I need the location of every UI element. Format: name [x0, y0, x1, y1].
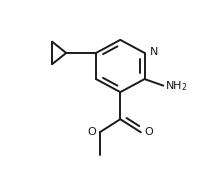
- Text: O: O: [87, 127, 96, 137]
- Text: O: O: [144, 127, 152, 137]
- Text: NH$_2$: NH$_2$: [164, 79, 187, 92]
- Text: N: N: [149, 47, 158, 57]
